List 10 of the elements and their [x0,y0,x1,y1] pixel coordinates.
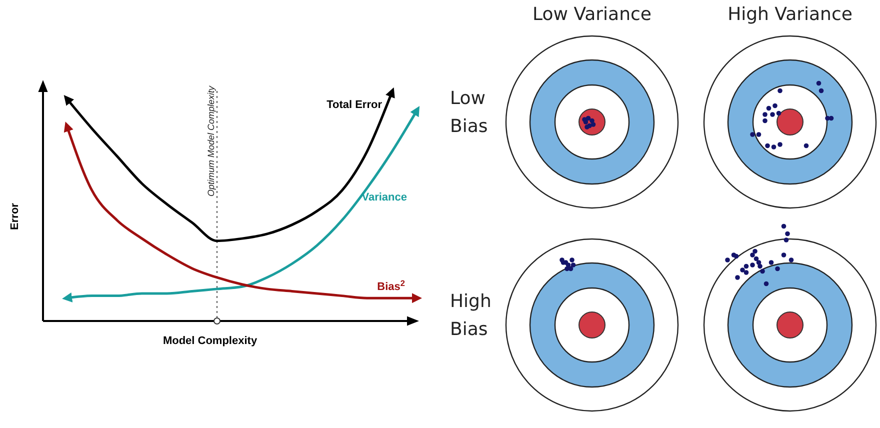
annotation: Optimum Model Complexity [206,86,216,197]
text: Low Variance [532,4,652,25]
series-label: Bias$^{2}$ [377,278,406,294]
text: Low Bias [450,88,488,137]
series-label: Total Error [326,99,383,111]
x-axis-title: Model Complexity [162,335,258,347]
series-label: Variance [362,191,407,204]
text: High Variance [728,4,852,25]
text: High Bias [450,291,492,340]
y-axis-title: Error [9,202,21,230]
